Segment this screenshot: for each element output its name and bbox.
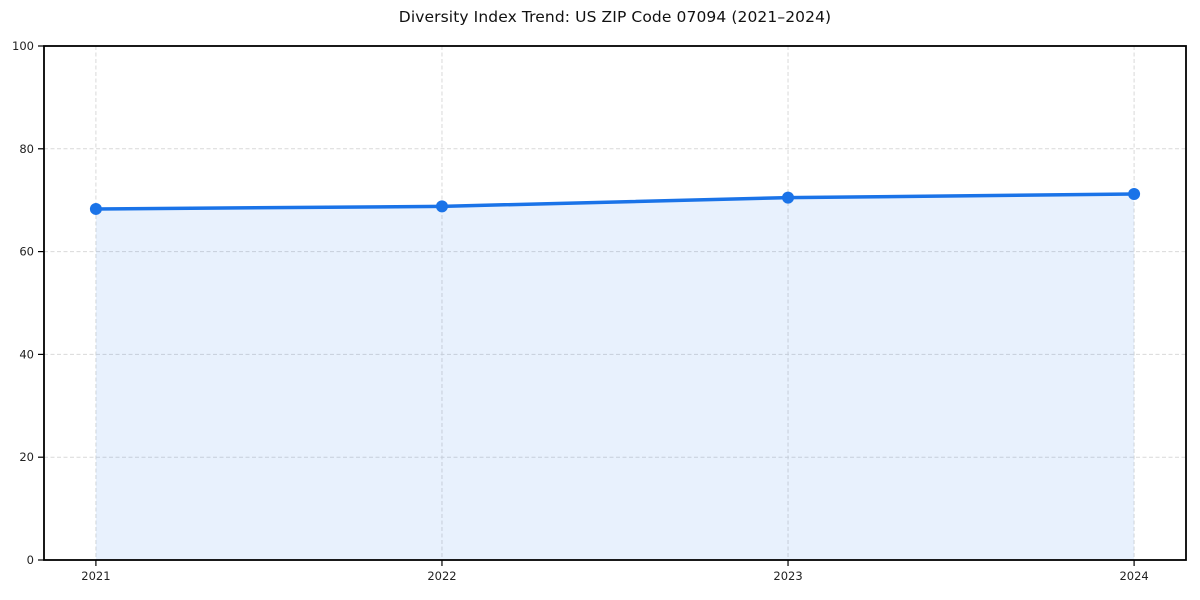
trend-line (94, 192, 1136, 211)
data-point-2023 (782, 191, 795, 204)
y-tick-label: 100 (12, 39, 34, 53)
x-tick-label: 2022 (427, 569, 456, 583)
x-tick-label: 2024 (1119, 569, 1148, 583)
x-tick-label: 2021 (81, 569, 110, 583)
y-tick-label: 40 (19, 347, 34, 361)
y-tick-label: 60 (19, 245, 34, 259)
area-fill (95, 194, 1135, 561)
data-point-2024 (1128, 188, 1141, 201)
y-tick-label: 0 (27, 553, 34, 567)
data-point-2022 (435, 200, 448, 213)
x-tick-label: 2023 (773, 569, 802, 583)
y-tick-label: 20 (19, 450, 34, 464)
data-point-2021 (89, 202, 102, 215)
y-tick-label: 80 (19, 142, 34, 156)
plot-frame (43, 45, 1187, 561)
chart-title: Diversity Index Trend: US ZIP Code 07094… (398, 8, 832, 26)
